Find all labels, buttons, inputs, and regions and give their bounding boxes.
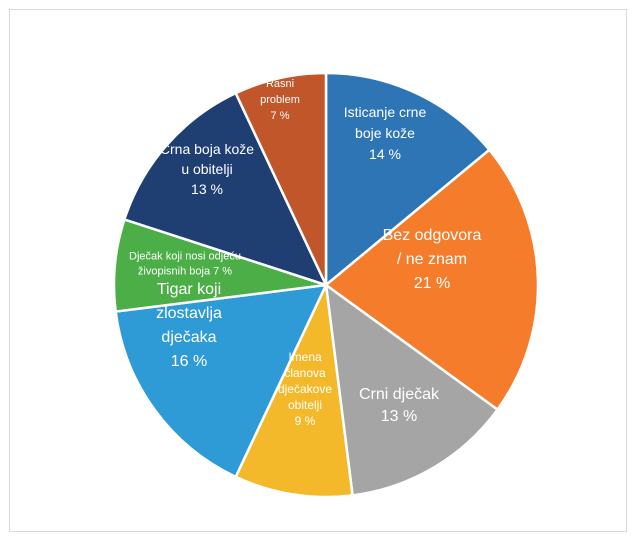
slice-value-label: 21 % (414, 275, 450, 292)
slice-label-line: Crna boja kože (160, 141, 254, 157)
slice-label-3: Crni dječak 13 % (359, 386, 440, 425)
slice-label-line: Dječak koji nosi odjeću (129, 251, 241, 263)
slice-label-line: problem (260, 94, 300, 106)
slice-label-line: obitelji (288, 398, 322, 412)
slice-label-1: Isticanje crne boje kože 14 % (344, 104, 427, 162)
slice-label-line: zlostavlja (156, 305, 222, 322)
pie-labels: Isticanje crne boje kože 14 % Bez odgovora /… (129, 78, 481, 428)
slice-label-7: Crna boja kože u obitelji 13 % (160, 141, 254, 197)
slice-value-label: 13 % (381, 408, 417, 425)
pie-slice-8 (234, 71, 328, 287)
slice-label-2: Bez odgovora / ne znam 21 % (383, 227, 482, 292)
pie-slice-1 (324, 71, 491, 287)
pie-slice-7 (123, 91, 328, 287)
pie-slice-4 (234, 283, 354, 499)
pie-slice-2 (324, 148, 540, 411)
slice-label-line: živopisnih boja 7 % (138, 266, 232, 278)
slice-label-line: dječaka (161, 329, 216, 346)
slice-value-label: 7 % (271, 110, 290, 122)
slice-label-line: boje kože (355, 125, 415, 141)
slice-label-4: Imena članova dječakove obitelji 9 % (278, 350, 332, 428)
slice-value-label: 16 % (171, 353, 207, 370)
slice-value-label: 9 % (295, 414, 316, 428)
slice-label-line: u obitelji (181, 161, 232, 177)
slice-label-line: Isticanje crne (344, 104, 427, 120)
slice-label-line: Bez odgovora (383, 227, 482, 244)
slice-label-line: Tigar koji (157, 281, 221, 298)
pie-slice-3 (324, 283, 499, 497)
slice-label-line: dječakove (278, 382, 332, 396)
slice-value-label: 13 % (191, 181, 223, 197)
slice-value-label: 14 % (369, 146, 401, 162)
slice-label-line: Crni dječak (359, 386, 440, 403)
pie-slice-5 (114, 283, 328, 479)
slice-label-line: Rasni (266, 78, 294, 90)
slice-label-line: članova (284, 366, 326, 380)
slice-label-8: Rasni problem 7 % (260, 78, 300, 122)
slice-label-6: Dječak koji nosi odjeću živopisnih boja 7… (129, 251, 241, 278)
slice-label-5: Tigar koji zlostavlja dječaka 16 % (156, 281, 222, 370)
slice-label-line: Imena (288, 350, 322, 364)
pie-slices (112, 71, 540, 499)
slice-label-line: / ne znam (397, 251, 467, 268)
